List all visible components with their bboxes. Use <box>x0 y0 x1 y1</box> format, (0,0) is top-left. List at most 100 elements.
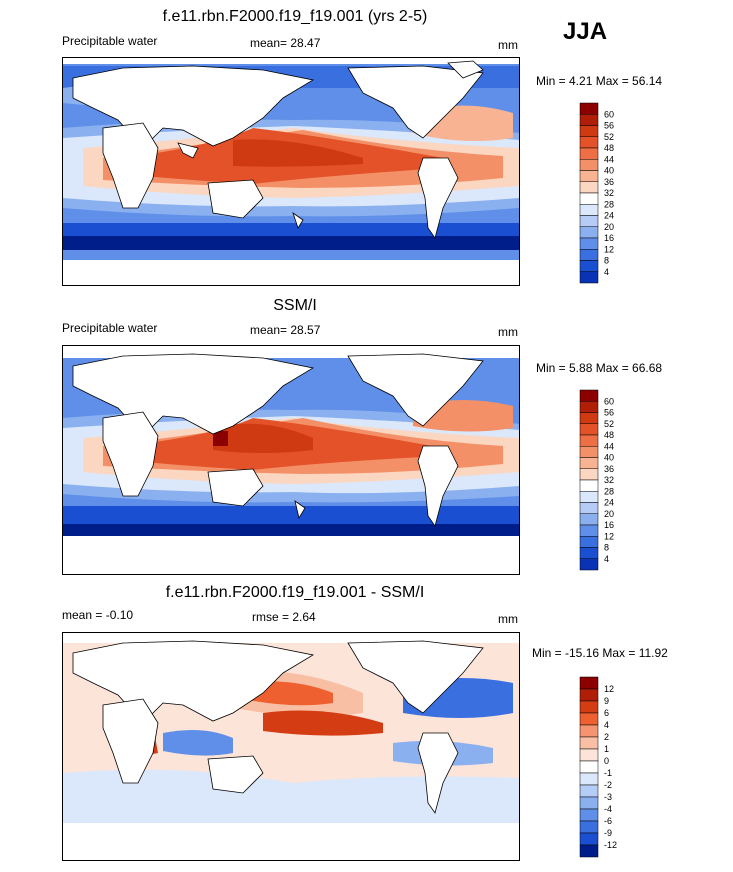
panel-3-colorbar-tick-label: -6 <box>604 816 612 826</box>
panel-1-units-label: mm <box>498 38 518 52</box>
panel-2-colorbar-tick-label: 40 <box>604 453 614 463</box>
panel-2-mean-label: mean= 28.57 <box>250 323 321 337</box>
panel-3-colorbar-swatch <box>579 796 599 810</box>
season-label: JJA <box>563 18 608 45</box>
panel-3-colorbar-tick-label: -9 <box>604 828 612 838</box>
panel-2-colorbar-tick-label: 24 <box>604 498 614 508</box>
panel-2-colorbar-swatch <box>579 491 599 503</box>
panel-1-colorbar-swatch <box>579 271 599 284</box>
panel-3-colorbar-tick-label: -4 <box>604 804 612 814</box>
panel-1-minmax-label: Min = 4.21 Max = 56.14 <box>536 74 663 88</box>
panel-2-colorbar-swatch <box>579 423 599 436</box>
panel-1-colorbar-swatch <box>579 136 599 149</box>
panel-1-colorbar-swatch <box>579 147 599 160</box>
panel-2-colorbar-tick-label: 4 <box>604 554 609 564</box>
panel-1-mean-label: mean= 28.47 <box>250 36 321 50</box>
panel-3-colorbar-tick-label: 12 <box>604 684 614 694</box>
panel-1-colorbar-tick-label: 4 <box>604 267 609 277</box>
panel-1-colorbar-swatch <box>579 226 599 239</box>
panel-2-colorbar-swatch <box>579 479 599 492</box>
panel-2-colorbar-tick-label: 52 <box>604 419 614 429</box>
panel-1-colorbar-tick-label: 12 <box>604 244 614 254</box>
panel-2-colorbar-tick-label: 56 <box>604 408 614 418</box>
panel-3-colorbar-swatch <box>579 808 599 822</box>
panel-2-colorbar-tick-label: 32 <box>604 475 614 485</box>
panel-2-colorbar-swatch <box>579 502 599 514</box>
panel-3-colorbar-tick-label: 4 <box>604 720 609 730</box>
panel-2-colorbar-swatch <box>579 457 599 469</box>
panel-3-colorbar-swatch <box>579 712 599 726</box>
panel-3-colorbar-swatch <box>579 688 599 702</box>
panel-3-colorbar-swatch <box>579 832 599 846</box>
panel-2-colorbar-swatch <box>579 401 599 413</box>
panel-1-colorbar: 60 56 52 48 44 40 36 32 28 24 20 16 12 8 4 <box>579 102 640 285</box>
panel-3-colorbar: 12 9 6 4 2 1 0 -1 -2 -3 -4 -6 -9 -12 <box>579 676 640 859</box>
model-precipitable-water-map <box>62 57 520 286</box>
panel-3-colorbar-tick-label: -2 <box>604 780 612 790</box>
panel-1-colorbar-tick-label: 52 <box>604 132 614 142</box>
panel-3-colorbar-tick-label: 2 <box>604 732 609 742</box>
panel-1-colorbar-swatch <box>579 249 599 261</box>
panel-3-colorbar-swatch <box>579 844 599 858</box>
panel-3-colorbar-swatch <box>579 676 599 690</box>
panel-2-colorbar-swatch <box>579 536 599 548</box>
panel-1-colorbar-tick-label: 24 <box>604 211 614 221</box>
panel-3-colorbar-tick-label: -3 <box>604 792 612 802</box>
panel-2-title: SSM/I <box>273 297 317 314</box>
panel-2-colorbar-tick-label: 12 <box>604 531 614 541</box>
panel-3-colorbar-swatch <box>579 700 599 714</box>
panel-1-colorbar-tick-label: 28 <box>604 199 614 209</box>
panel-2-units-label: mm <box>498 325 518 339</box>
panel-2-colorbar-swatch <box>579 389 599 402</box>
panel-2-colorbar-swatch <box>579 558 599 571</box>
panel-3-colorbar-svg: 12 9 6 4 2 1 0 -1 -2 -3 -4 -6 -9 -12 <box>579 676 617 858</box>
panel-2-colorbar-swatch <box>579 412 599 424</box>
panel-3-minmax-label: Min = -15.16 Max = 11.92 <box>532 646 668 660</box>
panel-3-colorbar-tick-label: 1 <box>604 744 609 754</box>
panel-1-colorbar-tick-label: 40 <box>604 166 614 176</box>
panel-2-colorbar-tick-label: 44 <box>604 441 614 451</box>
panel-1-colorbar-swatch <box>579 192 599 205</box>
panel-2-colorbar-swatch <box>579 547 599 559</box>
panel-3-units-label: mm <box>498 612 518 626</box>
panel-1-colorbar-swatch <box>579 114 599 126</box>
panel-2-colorbar-swatch <box>579 468 599 481</box>
panel-2-colorbar-tick-label: 16 <box>604 520 614 530</box>
panel-1-colorbar-swatch <box>579 170 599 182</box>
panel-3-rmse-label: rmse = 2.64 <box>252 610 316 624</box>
panel-1-colorbar-tick-label: 20 <box>604 222 614 232</box>
panel-1-colorbar-swatch <box>579 204 599 216</box>
panel-3-colorbar-swatch <box>579 724 599 738</box>
panel-1-colorbar-tick-label: 44 <box>604 154 614 164</box>
panel-3-colorbar-swatch <box>579 760 599 774</box>
panel-2-colorbar-swatch <box>579 446 599 458</box>
panel-1-colorbar-tick-label: 48 <box>604 143 614 153</box>
panel-3-colorbar-tick-label: 6 <box>604 708 609 718</box>
panel-2-variable-label: Precipitable water <box>62 321 158 335</box>
panel-1-colorbar-tick-label: 60 <box>604 109 614 119</box>
panel-2-colorbar-swatch <box>579 524 599 537</box>
panel-1-colorbar-tick-label: 32 <box>604 188 614 198</box>
panel-2-colorbar-tick-label: 48 <box>604 430 614 440</box>
panel-2-minmax-label: Min = 5.88 Max = 66.68 <box>536 361 663 375</box>
panel-3-colorbar-swatch <box>579 772 599 786</box>
panel-1-colorbar-swatch <box>579 159 599 171</box>
panel-1-colorbar-swatch <box>579 181 599 194</box>
ssmi-precipitable-water-map <box>62 345 520 575</box>
panel-2-colorbar: 60 56 52 48 44 40 36 32 28 24 20 16 12 8 4 <box>579 389 640 572</box>
panel-1-colorbar-swatch <box>579 215 599 227</box>
panel-1-colorbar-tick-label: 36 <box>604 177 614 187</box>
panel-3-mean-label: mean = -0.10 <box>62 608 134 622</box>
panel-2-colorbar-swatch <box>579 513 599 526</box>
difference-map <box>62 632 520 861</box>
panel-3-colorbar-tick-label: -1 <box>604 768 612 778</box>
panel-3-colorbar-tick-label: -12 <box>604 840 617 850</box>
panel-2-colorbar-tick-label: 36 <box>604 464 614 474</box>
panel-2-colorbar-tick-label: 60 <box>604 396 614 406</box>
panel-3-colorbar-swatch <box>579 748 599 762</box>
panel-2-colorbar-swatch <box>579 434 599 447</box>
panel-3-title: f.e11.rbn.F2000.f19_f19.001 - SSM/I <box>165 584 425 601</box>
panel-1-colorbar-tick-label: 16 <box>604 233 614 243</box>
